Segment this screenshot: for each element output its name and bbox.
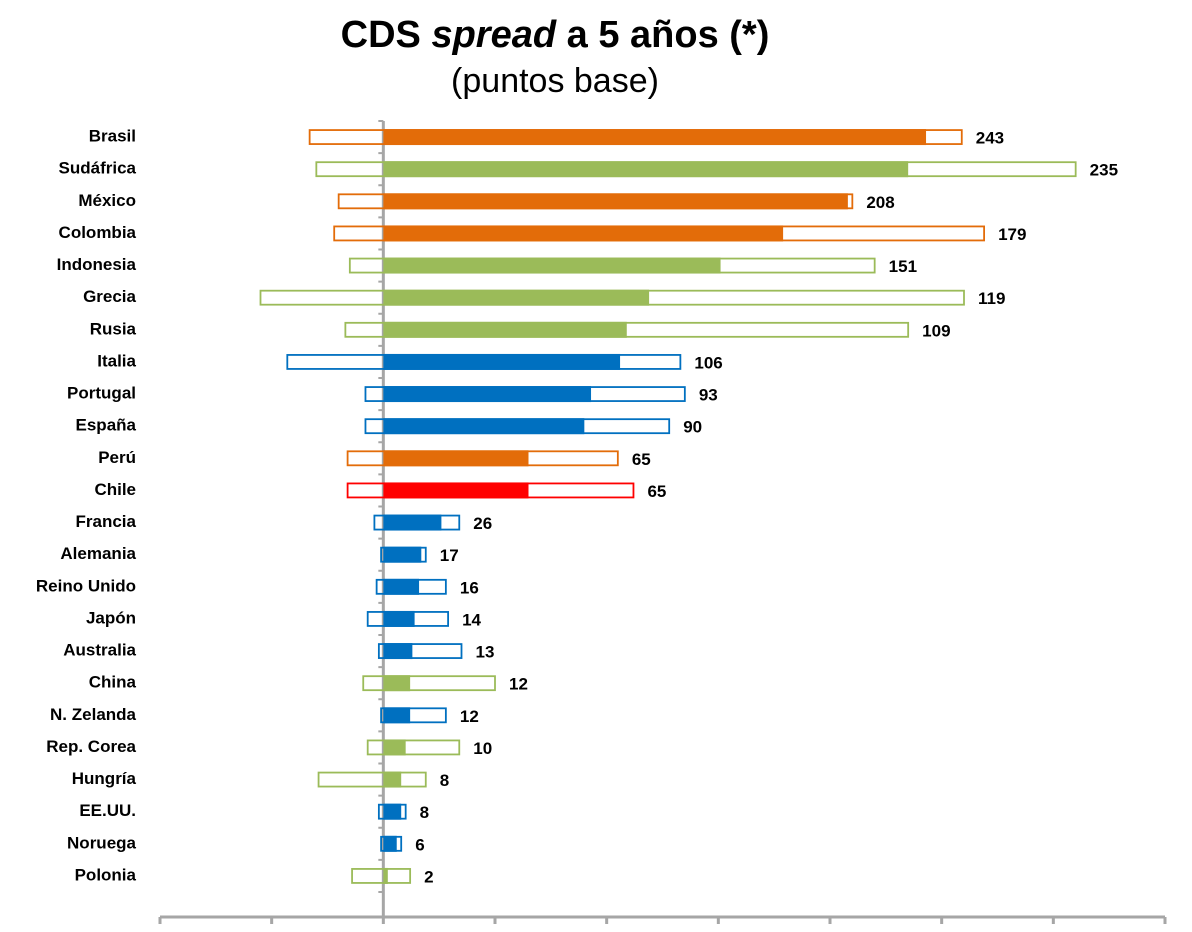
y-tick-label: España bbox=[76, 416, 137, 435]
y-tick-label: Australia bbox=[63, 641, 136, 660]
bar bbox=[383, 161, 909, 178]
title-part: CDS bbox=[340, 14, 421, 56]
y-tick-label: Rep. Corea bbox=[46, 737, 136, 756]
title-part: a 5 años (*) bbox=[566, 14, 770, 56]
y-tick-label: Noruega bbox=[67, 833, 137, 852]
bar bbox=[383, 418, 585, 435]
y-tick-label: Rusia bbox=[90, 319, 137, 338]
range-bar bbox=[317, 771, 427, 788]
y-tick-label: Perú bbox=[98, 448, 136, 467]
y-tick-label: Polonia bbox=[75, 865, 137, 884]
value-label: 13 bbox=[476, 643, 495, 662]
value-label: 26 bbox=[473, 514, 492, 533]
y-tick-label: Francia bbox=[76, 512, 137, 531]
bar bbox=[383, 386, 592, 403]
y-tick-label: China bbox=[89, 673, 137, 692]
y-tick-label: Colombia bbox=[59, 223, 137, 242]
value-label: 179 bbox=[998, 225, 1026, 244]
value-label: 151 bbox=[889, 257, 917, 276]
bar bbox=[383, 289, 650, 306]
y-tick-label: Portugal bbox=[67, 384, 136, 403]
y-tick-label: Sudáfrica bbox=[59, 159, 137, 178]
value-label: 16 bbox=[460, 578, 479, 597]
bar bbox=[383, 771, 402, 788]
y-tick-label: Alemania bbox=[60, 544, 136, 563]
value-label: 243 bbox=[976, 129, 1004, 148]
y-tick-label: México bbox=[78, 191, 136, 210]
bar bbox=[383, 257, 721, 274]
value-label: 65 bbox=[632, 450, 651, 469]
y-tick-label: Chile bbox=[94, 480, 136, 499]
value-label: 109 bbox=[922, 321, 950, 340]
bar bbox=[383, 867, 388, 884]
value-label: 10 bbox=[473, 739, 492, 758]
y-tick-label: EE.UU. bbox=[79, 801, 136, 820]
bar bbox=[383, 193, 848, 210]
range-bar bbox=[377, 643, 463, 659]
range-bar bbox=[351, 868, 412, 884]
bar bbox=[383, 803, 402, 820]
bar bbox=[383, 707, 411, 724]
value-label: 6 bbox=[415, 835, 424, 854]
bar bbox=[383, 546, 422, 563]
value-label: 119 bbox=[978, 289, 1005, 308]
value-label: 8 bbox=[440, 771, 449, 790]
value-label: 14 bbox=[462, 610, 481, 629]
value-label: 106 bbox=[694, 353, 722, 372]
y-tick-label: Italia bbox=[97, 351, 136, 370]
y-tick-label: Hungría bbox=[72, 769, 137, 788]
bar bbox=[383, 610, 415, 627]
value-label: 93 bbox=[699, 386, 718, 405]
bar bbox=[383, 739, 406, 756]
bar bbox=[383, 129, 927, 146]
y-tick-label: Japón bbox=[86, 608, 136, 627]
y-tick-label: Reino Unido bbox=[36, 576, 136, 595]
value-label: 65 bbox=[647, 482, 666, 501]
bar bbox=[383, 450, 529, 467]
title-part: spread bbox=[431, 14, 557, 56]
bar bbox=[383, 835, 397, 852]
bar bbox=[383, 514, 442, 531]
range-bar bbox=[366, 739, 461, 756]
y-tick-label: Indonesia bbox=[57, 255, 137, 274]
value-label: 12 bbox=[460, 707, 479, 726]
chart-subtitle: (puntos base) bbox=[451, 62, 659, 100]
y-tick-label: Brasil bbox=[89, 127, 136, 146]
value-label: 2 bbox=[424, 867, 433, 886]
y-tick-label: N. Zelanda bbox=[50, 705, 137, 724]
bar bbox=[383, 353, 621, 370]
bar bbox=[383, 321, 627, 338]
bar bbox=[383, 675, 411, 692]
range-bar bbox=[362, 675, 496, 692]
bar bbox=[383, 643, 413, 660]
bar bbox=[383, 482, 529, 499]
value-label: 8 bbox=[420, 803, 429, 822]
value-label: 235 bbox=[1090, 161, 1118, 180]
value-label: 12 bbox=[509, 675, 528, 694]
chart-title: CDS spread a 5 años (*) bbox=[0, 14, 1110, 57]
value-label: 208 bbox=[866, 193, 894, 212]
value-label: 90 bbox=[683, 418, 702, 437]
bar bbox=[383, 225, 784, 242]
bar bbox=[383, 578, 420, 595]
value-label: 17 bbox=[440, 546, 459, 565]
y-tick-label: Grecia bbox=[83, 287, 136, 306]
range-bar bbox=[380, 707, 447, 724]
